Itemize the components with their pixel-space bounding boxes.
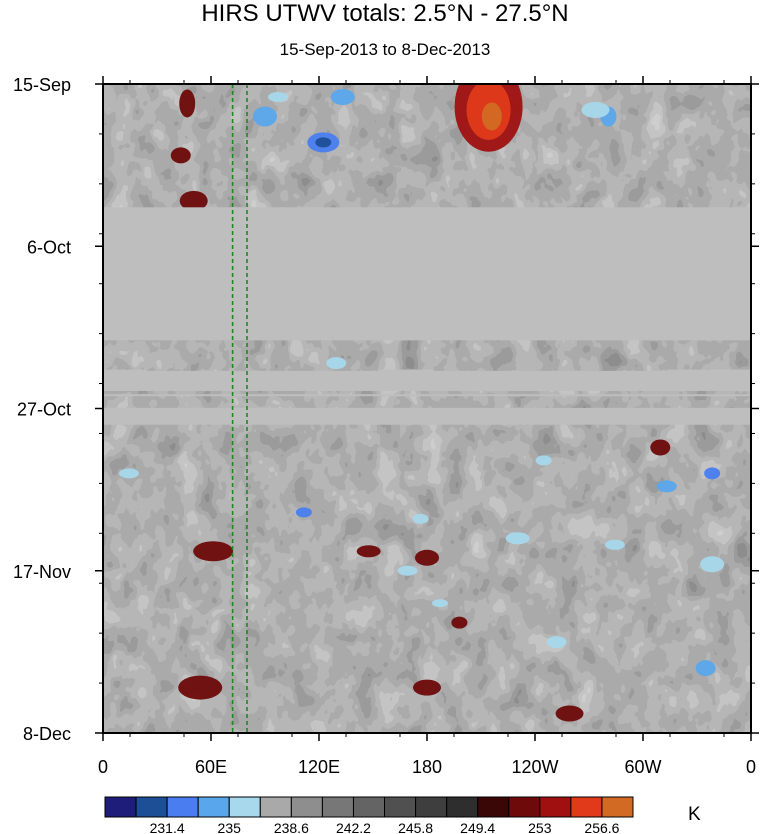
x-tick-label: 60W: [624, 757, 661, 777]
y-tick-label: 8-Dec: [23, 724, 71, 744]
anomaly-patch: [179, 190, 208, 211]
colorbar: 231.4 235 238.6 242.2 245.8 249.4 253 256.6: [104, 796, 634, 834]
anomaly-patch: [650, 439, 671, 456]
missing-data-band: [103, 370, 751, 391]
x-axis: 0 60E 120E 180 120W 60W 0: [98, 76, 756, 777]
colorbar-label: 242.2: [336, 820, 371, 834]
colorbar-swatch: [352, 796, 386, 818]
colorbar-swatch: [135, 796, 168, 818]
y-axis: 15-Sep 6-Oct 27-Oct 17-Nov 8-Dec: [13, 75, 759, 744]
anomaly-patch: [179, 89, 196, 118]
y-tick-label: 6-Oct: [27, 237, 71, 257]
colorbar-swatch: [601, 796, 634, 818]
anomaly-patch: [295, 507, 312, 518]
anomaly-patch: [535, 455, 552, 466]
colorbar-label: 253: [528, 820, 552, 834]
colorbar-swatch: [415, 796, 448, 818]
missing-data-step: [378, 369, 434, 378]
x-tick-label: 180: [412, 757, 442, 777]
anomaly-patch: [505, 532, 530, 545]
anomaly-patch: [315, 137, 332, 148]
anomaly-patch: [253, 106, 277, 127]
colorbar-label: 231.4: [150, 820, 185, 834]
anomaly-patch: [546, 636, 567, 649]
colorbar-swatch: [570, 796, 603, 818]
colorbar-label: 256.6: [584, 820, 619, 834]
colorbar-swatch: [539, 796, 572, 818]
anomaly-patches: [118, 84, 725, 722]
missing-data-band: [103, 394, 751, 397]
anomaly-patch: [413, 679, 441, 696]
anomaly-patch: [118, 468, 139, 479]
anomaly-patch: [178, 675, 223, 700]
colorbar-unit: K: [688, 804, 701, 825]
anomaly-patch: [267, 91, 288, 102]
reference-lines: [231, 84, 248, 733]
colorbar-swatch: [290, 796, 323, 818]
missing-data-bands: [103, 207, 751, 425]
anomaly-patch: [451, 616, 468, 629]
anomaly-patch: [604, 539, 625, 550]
plot-area: [103, 84, 751, 733]
missing-data-band: [103, 407, 751, 425]
x-tick-label: 0: [746, 757, 756, 777]
colorbar-swatch: [321, 796, 354, 818]
y-tick-label: 17-Nov: [13, 562, 71, 582]
colorbar-swatch: [508, 796, 541, 818]
colorbar-swatch: [259, 796, 292, 818]
anomaly-patch: [695, 660, 716, 677]
colorbar-swatch: [384, 796, 417, 818]
x-tick-label: 60E: [195, 757, 227, 777]
anomaly-patch: [356, 545, 381, 558]
missing-data-step: [666, 369, 751, 378]
x-tick-label: 120E: [298, 757, 340, 777]
colorbar-swatch: [446, 796, 479, 818]
colorbar-label: 238.6: [274, 820, 309, 834]
anomaly-patch: [397, 565, 418, 576]
anomaly-patch: [415, 549, 439, 566]
y-tick-label: 27-Oct: [17, 400, 71, 420]
anomaly-patch: [481, 102, 502, 131]
anomaly-patch: [704, 467, 721, 480]
colorbar-swatch: [197, 796, 230, 818]
anomaly-patch: [170, 147, 191, 164]
anomaly-patch: [700, 556, 725, 573]
colorbar-swatch: [104, 796, 137, 818]
colorbar-swatch: [166, 796, 199, 818]
colorbar-swatch: [228, 796, 261, 818]
anomaly-patch: [581, 101, 610, 118]
anomaly-patch: [326, 357, 347, 370]
x-tick-label: 120W: [511, 757, 558, 777]
missing-data-step: [103, 369, 148, 378]
y-tick-label: 15-Sep: [13, 75, 71, 95]
chart-subtitle: 15-Sep-2013 to 8-Dec-2013: [279, 40, 491, 59]
colorbar-label: 249.4: [460, 820, 495, 834]
anomaly-patch: [412, 513, 429, 524]
anomaly-patch: [330, 88, 355, 105]
missing-data-band: [103, 207, 751, 341]
anomaly-patch: [555, 705, 584, 722]
anomaly-patch: [431, 599, 448, 608]
colorbar-swatch: [477, 796, 510, 818]
x-tick-label: 0: [98, 757, 108, 777]
colorbar-label: 245.8: [398, 820, 433, 834]
colorbar-label: 235: [218, 820, 242, 834]
anomaly-patch: [193, 541, 234, 562]
anomaly-patch: [656, 480, 677, 493]
chart-title: HIRS UTWV totals: 2.5°N - 27.5°N: [201, 0, 569, 27]
